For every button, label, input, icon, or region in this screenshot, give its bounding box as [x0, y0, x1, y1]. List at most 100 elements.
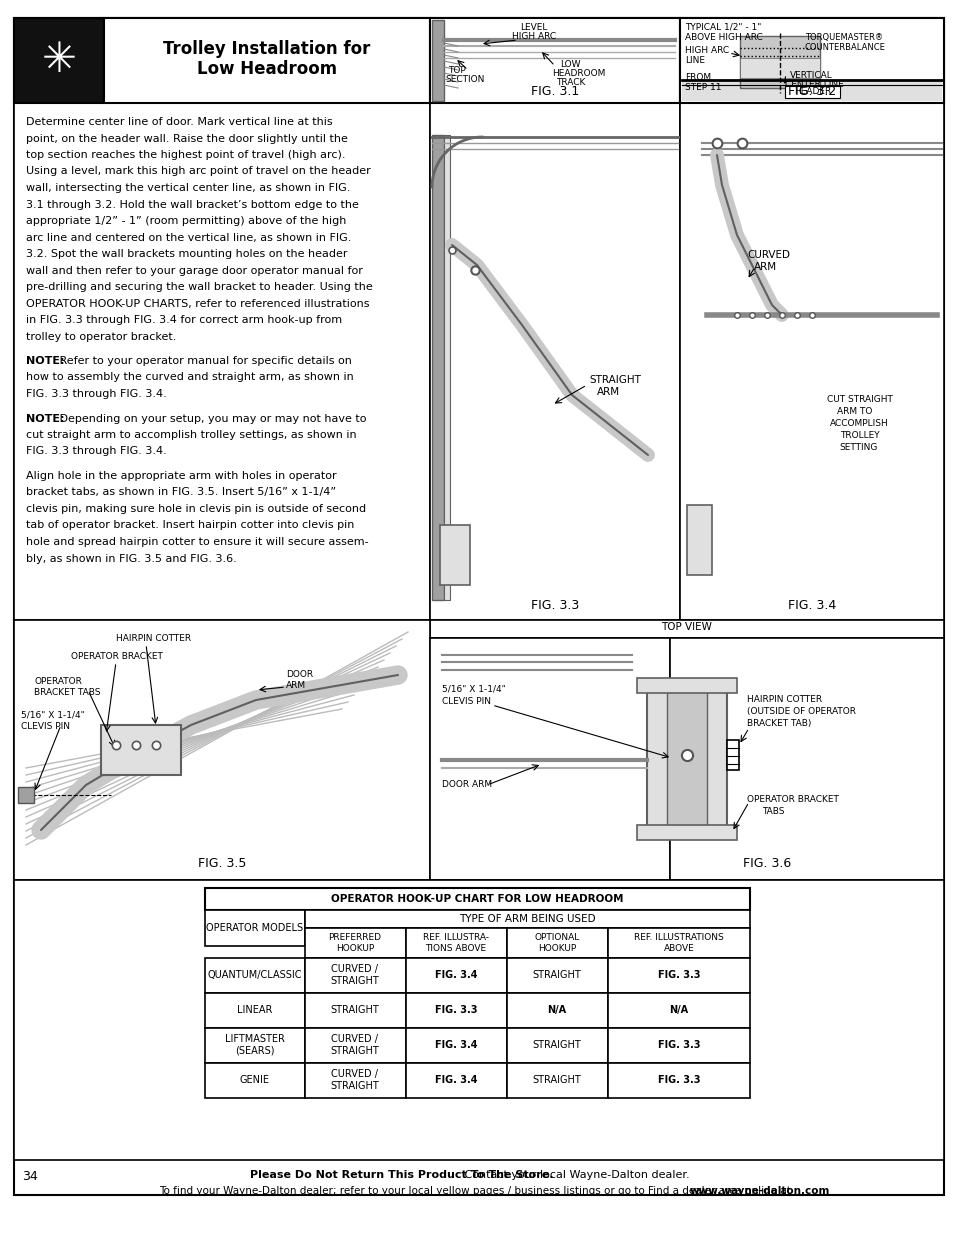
Text: point, on the header wall. Raise the door slightly until the: point, on the header wall. Raise the doo… — [26, 133, 348, 143]
Text: N/A: N/A — [669, 1005, 688, 1015]
Text: OPERATOR BRACKET: OPERATOR BRACKET — [71, 652, 163, 661]
Bar — [637, 825, 737, 840]
Text: DOOR ARM: DOOR ARM — [441, 781, 492, 789]
Text: NOTE:: NOTE: — [26, 356, 65, 366]
Bar — [104, 19, 430, 103]
Bar — [506, 927, 607, 958]
Bar — [439, 525, 470, 585]
Bar — [406, 958, 506, 993]
Text: TOP: TOP — [448, 65, 465, 75]
Text: NOTE:: NOTE: — [26, 414, 65, 424]
Text: FIG. 3.3: FIG. 3.3 — [657, 1074, 700, 1086]
Text: pre-drilling and securing the wall bracket to header. Using the: pre-drilling and securing the wall brack… — [26, 282, 373, 291]
Bar — [205, 888, 749, 910]
Text: clevis pin, making sure hole in clevis pin is outside of second: clevis pin, making sure hole in clevis p… — [26, 504, 366, 514]
Text: Please Do Not Return This Product To The Store.: Please Do Not Return This Product To The… — [250, 1170, 553, 1179]
Text: FIG. 3.3: FIG. 3.3 — [657, 1040, 700, 1050]
Text: in FIG. 3.3 through FIG. 3.4 for correct arm hook-up from: in FIG. 3.3 through FIG. 3.4 for correct… — [26, 315, 342, 325]
Bar — [205, 958, 305, 993]
Text: STRAIGHT: STRAIGHT — [532, 969, 580, 981]
Text: HIGH ARC: HIGH ARC — [512, 32, 556, 41]
Text: Using a level, mark this high arc point of travel on the header: Using a level, mark this high arc point … — [26, 167, 371, 177]
Text: 34: 34 — [22, 1170, 38, 1183]
Text: TABS: TABS — [761, 806, 783, 816]
Bar — [14, 881, 943, 1160]
Bar — [666, 680, 706, 830]
Bar — [205, 1028, 305, 1063]
Bar — [740, 36, 820, 88]
Text: top section reaches the highest point of travel (high arc).: top section reaches the highest point of… — [26, 149, 345, 161]
Bar — [406, 1063, 506, 1098]
Text: TYPICAL 1/2" - 1": TYPICAL 1/2" - 1" — [684, 23, 760, 32]
Bar — [406, 927, 506, 958]
Text: BRACKET TAB): BRACKET TAB) — [746, 719, 810, 727]
Text: Refer to your operator manual for specific details on: Refer to your operator manual for specif… — [56, 356, 352, 366]
Text: www.wayne-dalton.com: www.wayne-dalton.com — [689, 1186, 829, 1195]
Text: OPTIONAL
HOOKUP: OPTIONAL HOOKUP — [534, 934, 579, 952]
Text: Align hole in the appropriate arm with holes in operator: Align hole in the appropriate arm with h… — [26, 471, 336, 480]
Text: FIG. 3.3 through FIG. 3.4.: FIG. 3.3 through FIG. 3.4. — [26, 447, 167, 457]
Bar — [686, 505, 711, 576]
Bar — [305, 993, 406, 1028]
Text: (OUTSIDE OF OPERATOR: (OUTSIDE OF OPERATOR — [746, 706, 855, 716]
Bar — [506, 993, 607, 1028]
Text: TOP VIEW: TOP VIEW — [660, 622, 712, 632]
Bar — [637, 678, 737, 693]
Bar — [305, 1028, 406, 1063]
Bar — [305, 958, 406, 993]
Text: Contact your local Wayne-Dalton dealer.: Contact your local Wayne-Dalton dealer. — [461, 1170, 689, 1179]
Bar — [205, 993, 305, 1028]
Text: TRACK: TRACK — [556, 78, 585, 86]
Text: QUANTUM/CLASSIC: QUANTUM/CLASSIC — [208, 969, 302, 981]
Text: FIG. 3.4: FIG. 3.4 — [435, 1074, 476, 1086]
Bar — [506, 1063, 607, 1098]
Text: STRAIGHT: STRAIGHT — [532, 1040, 580, 1050]
Bar — [607, 958, 749, 993]
Bar — [14, 103, 430, 620]
Text: FROM: FROM — [684, 73, 710, 82]
Bar — [669, 638, 943, 881]
Bar — [305, 927, 406, 958]
Text: STEP 11: STEP 11 — [684, 83, 720, 91]
Text: LOW: LOW — [559, 61, 579, 69]
Text: LIFTMASTER
(SEARS): LIFTMASTER (SEARS) — [225, 1034, 285, 1056]
Bar — [646, 680, 726, 830]
Text: BRACKET TABS: BRACKET TABS — [34, 688, 100, 697]
Text: CURVED /
STRAIGHT: CURVED / STRAIGHT — [331, 1070, 379, 1091]
Text: CURVED: CURVED — [746, 249, 789, 261]
Text: N/A: N/A — [547, 1005, 566, 1015]
Bar — [740, 58, 820, 78]
Bar — [443, 135, 450, 600]
Text: DOOR: DOOR — [286, 671, 313, 679]
Text: TORQUEMASTER®: TORQUEMASTER® — [804, 33, 882, 42]
Text: FIG. 3.1: FIG. 3.1 — [530, 85, 578, 98]
Text: CURVED /
STRAIGHT: CURVED / STRAIGHT — [331, 1034, 379, 1056]
Text: OPERATOR MODELS: OPERATOR MODELS — [206, 923, 303, 932]
Text: HAIRPIN COTTER: HAIRPIN COTTER — [116, 634, 191, 643]
Text: COUNTERBALANCE: COUNTERBALANCE — [804, 43, 885, 52]
Text: ✳: ✳ — [42, 40, 76, 82]
Bar — [406, 1028, 506, 1063]
Text: CLEVIS PIN: CLEVIS PIN — [21, 722, 70, 731]
Text: To find your Wayne-Dalton dealer; refer to your local yellow pages / business li: To find your Wayne-Dalton dealer; refer … — [159, 1186, 794, 1195]
Text: FIG. 3.4: FIG. 3.4 — [435, 969, 476, 981]
Text: Trolley Installation for: Trolley Installation for — [163, 40, 371, 58]
Text: OPERATOR BRACKET: OPERATOR BRACKET — [746, 795, 838, 804]
Text: TROLLEY: TROLLEY — [840, 431, 879, 440]
Bar — [305, 1063, 406, 1098]
Bar — [679, 19, 943, 103]
Text: Determine center line of door. Mark vertical line at this: Determine center line of door. Mark vert… — [26, 117, 333, 127]
Text: HEADER: HEADER — [794, 86, 831, 96]
Text: REF. ILLUSTRATIONS
ABOVE: REF. ILLUSTRATIONS ABOVE — [634, 934, 723, 952]
Text: FIG. 3.3: FIG. 3.3 — [435, 1005, 476, 1015]
Text: LINEAR: LINEAR — [237, 1005, 273, 1015]
Bar — [607, 1063, 749, 1098]
Bar — [305, 910, 749, 927]
Text: STRAIGHT: STRAIGHT — [331, 1005, 379, 1015]
Text: hole and spread hairpin cotter to ensure it will secure assem-: hole and spread hairpin cotter to ensure… — [26, 537, 368, 547]
Text: FIG. 3.5: FIG. 3.5 — [197, 857, 246, 869]
Text: PREFERRED
HOOKUP: PREFERRED HOOKUP — [328, 934, 381, 952]
Bar — [432, 135, 443, 600]
Bar — [14, 19, 104, 103]
Bar — [406, 993, 506, 1028]
